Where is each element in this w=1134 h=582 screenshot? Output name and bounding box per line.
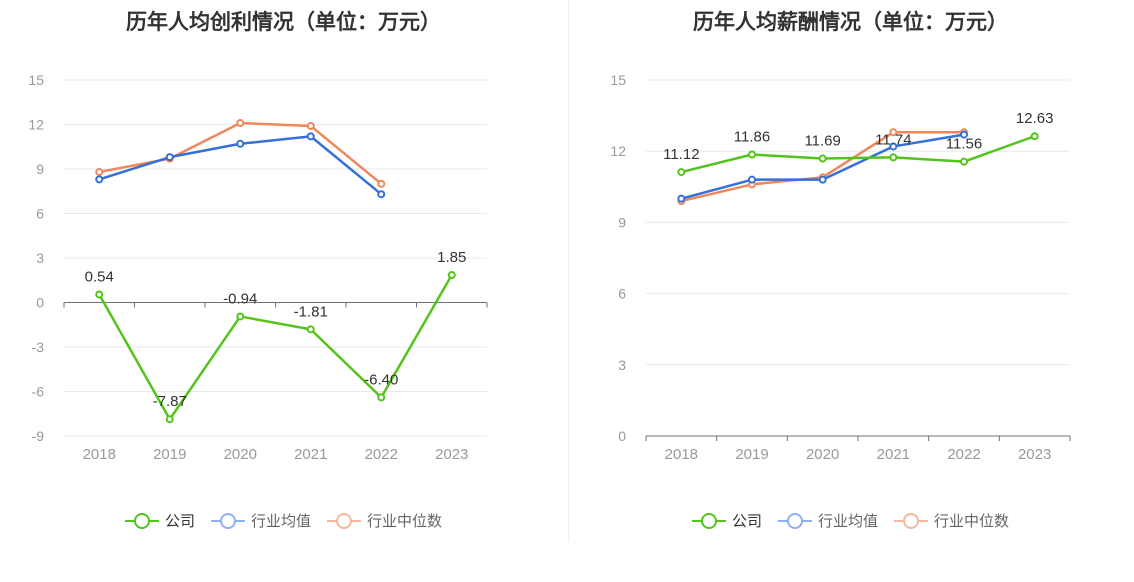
y-tick-label: 6 [36,206,44,222]
data-label: 12.63 [1016,110,1054,127]
series-line [98,274,453,421]
data-point [377,393,386,402]
data-point [306,132,315,141]
legend-label: 行业中位数 [367,513,443,530]
x-tick-label: 2023 [1018,446,1051,463]
x-tick-label: 2018 [83,446,116,463]
data-point [95,290,104,299]
legend-item-industry-median[interactable]: 行业中位数 [327,510,442,531]
legend-salary: 公司 行业均值 行业中位数 [567,510,1134,531]
legend-item-industry-median[interactable]: 行业中位数 [894,510,1009,531]
data-point [1030,132,1039,141]
y-tick-label: 9 [618,214,626,230]
legend-marker-icon [691,512,726,529]
x-tick-label: 2022 [947,446,980,463]
chart-title-salary: 历年人均薪酬情况（单位：万元） [693,11,1008,34]
data-label: -6.40 [364,371,398,388]
data-label: 11.12 [663,146,699,163]
data-point [165,153,174,162]
legend-item-company[interactable]: 公司 [691,510,762,531]
data-point [677,194,686,203]
profit-chart: -9 -6 -3 0 3 6 9 12 15 2018 2019 2020 2021 2022 2023 0.… [28,72,488,463]
y-tick-label: 12 [610,143,626,159]
legend-label: 行业均值 [250,513,311,530]
data-point [960,157,968,166]
salary-chart: 0 3 6 9 12 15 2018 2019 2020 2021 2022 2023 11.12 11.… [610,72,1071,463]
data-label: 11.69 [804,133,840,150]
data-point [236,119,245,128]
y-tick-label: 3 [618,357,626,373]
x-tick-label: 2019 [735,446,768,463]
x-tick-label: 2019 [153,446,186,463]
y-tick-label: 3 [36,250,44,266]
x-tick-label: 2021 [877,446,910,463]
legend-marker-icon [777,512,812,529]
x-tick-label: 2020 [806,446,839,463]
x-tick-label: 2023 [435,446,468,463]
chart-panel-profit: 历年人均创利情况（单位：万元） -9 -6 -3 0 3 6 9 12 15 2018 2019 20… [0,11,567,531]
data-label: -0.94 [223,290,257,307]
x-tick-label: 2021 [294,446,327,463]
chart-title-profit: 历年人均创利情况（单位：万元） [126,11,441,34]
y-tick-label: 6 [618,286,626,302]
data-label: 1.85 [437,249,466,266]
y-tick-label: -9 [32,428,45,444]
data-point [818,154,827,163]
series-line [681,135,1036,174]
data-point [889,153,898,162]
y-tick-label: 0 [618,428,626,444]
y-tick-label: 15 [610,72,626,88]
legend-item-company[interactable]: 公司 [124,510,195,531]
data-point [377,190,386,199]
series-line [99,121,383,185]
legend-item-industry-avg[interactable]: 行业均值 [210,510,311,531]
data-point [236,312,245,321]
data-label: -1.81 [294,303,328,320]
data-point [236,139,245,148]
data-label: 11.86 [734,129,770,146]
x-tick-label: 2018 [665,446,698,463]
chart-panel-salary: 历年人均薪酬情况（单位：万元） 0 3 6 9 12 15 2018 2019 2020 2021… [567,0,1134,582]
legend-item-industry-avg[interactable]: 行业均值 [777,510,878,531]
x-tick-label: 2022 [365,446,398,463]
legend-marker-icon [327,512,361,529]
data-point [165,415,174,424]
data-label: 11.56 [946,136,982,153]
y-tick-label: 9 [36,161,44,177]
data-point [960,130,968,139]
data-point [748,175,756,184]
panel-divider [568,0,569,542]
data-label: 11.74 [875,131,911,148]
data-point [447,271,456,280]
data-point [95,175,104,184]
data-point [306,121,315,130]
data-label: 0.54 [85,268,114,285]
data-label: -7.87 [153,393,187,410]
legend-marker-icon [210,512,245,529]
y-tick-label: 12 [28,117,44,133]
legend-profit: 公司 行业均值 行业中位数 [0,510,567,531]
data-point [306,325,315,334]
legend-label: 行业中位数 [934,513,1010,530]
y-tick-label: -3 [32,339,45,355]
data-point [748,150,756,159]
legend-marker-icon [894,512,928,529]
y-tick-label: -6 [32,384,45,400]
legend-marker-icon [124,512,159,529]
data-point [818,175,827,184]
data-point [889,128,898,137]
legend-label: 公司 [164,513,195,530]
data-point [889,142,898,151]
y-tick-label: 0 [36,295,44,311]
data-point [677,168,686,177]
legend-label: 公司 [731,513,762,530]
data-point [377,179,386,188]
legend-label: 行业均值 [817,513,878,530]
data-point [95,167,104,176]
y-tick-label: 15 [28,72,44,88]
x-tick-label: 2020 [224,446,257,463]
